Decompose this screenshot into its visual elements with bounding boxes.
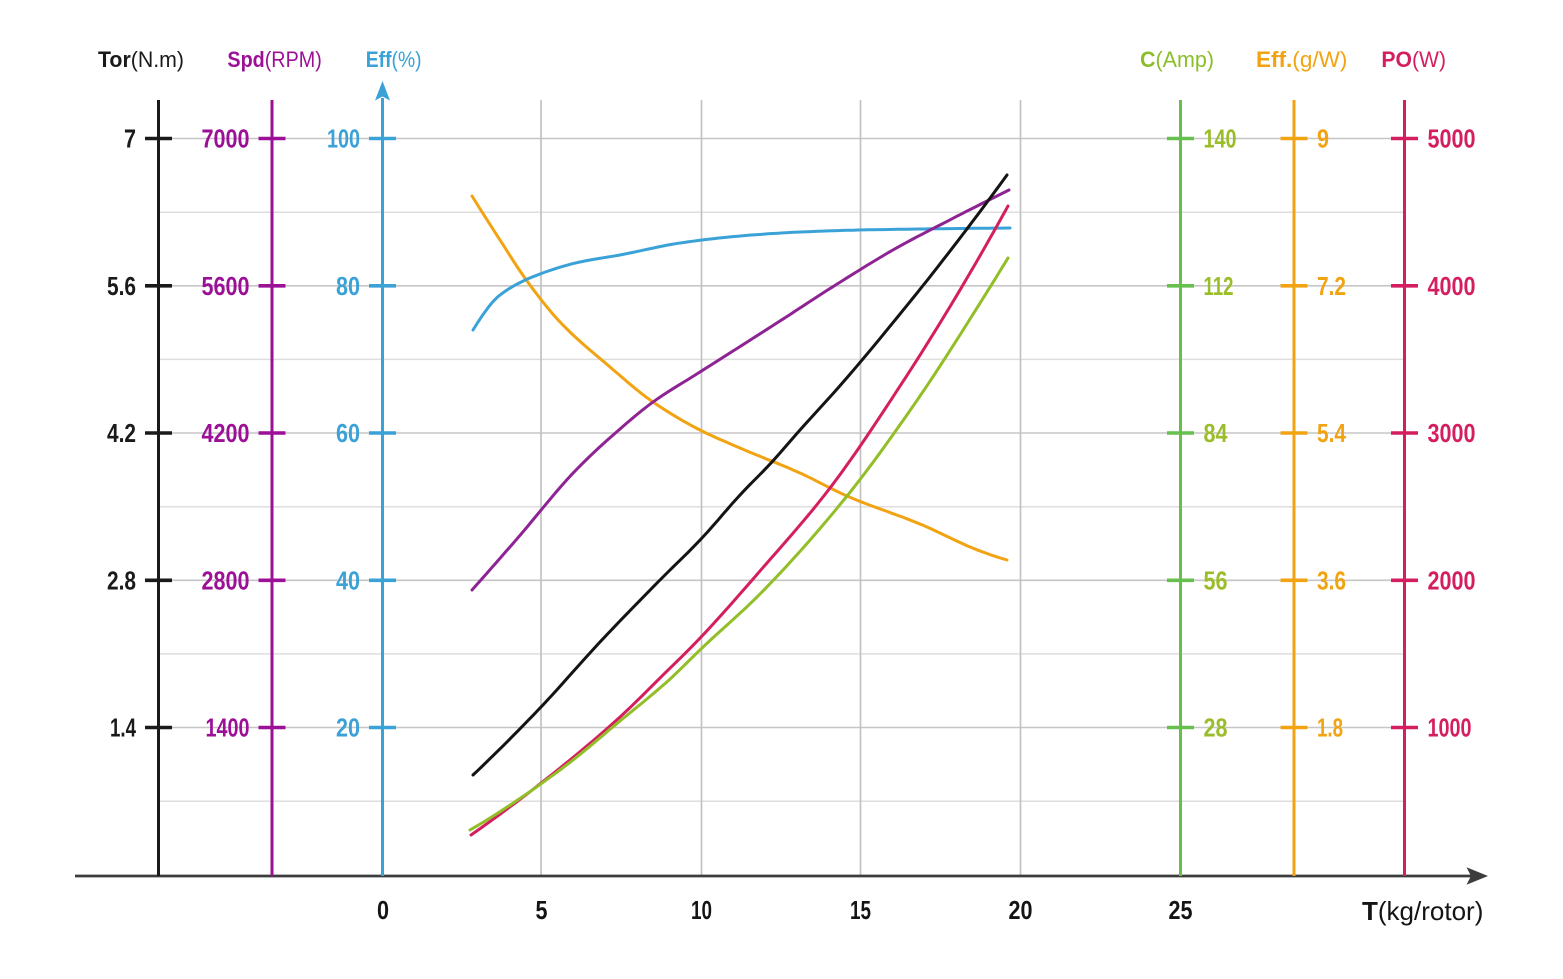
svg-text:5.4: 5.4	[1317, 418, 1346, 448]
svg-text:5000: 5000	[1428, 124, 1476, 154]
svg-text:3.6: 3.6	[1317, 565, 1346, 595]
svg-text:40: 40	[336, 565, 360, 595]
svg-text:9: 9	[1317, 124, 1329, 154]
svg-text:Eff(%): Eff(%)	[366, 47, 422, 72]
svg-text:5: 5	[536, 895, 548, 925]
svg-text:0: 0	[377, 895, 389, 925]
svg-text:1.8: 1.8	[1317, 713, 1343, 743]
svg-text:1400: 1400	[206, 713, 250, 743]
svg-text:4000: 4000	[1428, 271, 1476, 301]
svg-text:20: 20	[1009, 895, 1033, 925]
svg-text:112: 112	[1204, 271, 1234, 301]
svg-text:7: 7	[124, 124, 136, 154]
svg-text:28: 28	[1204, 713, 1228, 743]
svg-text:Tor(N.m): Tor(N.m)	[98, 47, 184, 72]
svg-text:4.2: 4.2	[107, 418, 136, 448]
svg-text:7000: 7000	[202, 124, 250, 154]
svg-text:Eff.(g/W): Eff.(g/W)	[1256, 47, 1347, 72]
svg-text:140: 140	[1204, 124, 1237, 154]
svg-text:5600: 5600	[202, 271, 250, 301]
svg-text:2.8: 2.8	[107, 565, 136, 595]
svg-text:15: 15	[850, 895, 871, 925]
svg-text:80: 80	[336, 271, 360, 301]
svg-text:C(Amp): C(Amp)	[1140, 47, 1214, 72]
svg-text:100: 100	[327, 124, 360, 154]
svg-text:84: 84	[1204, 418, 1228, 448]
svg-text:PO(W): PO(W)	[1381, 47, 1446, 72]
svg-text:20: 20	[336, 713, 360, 743]
svg-text:2000: 2000	[1428, 565, 1476, 595]
svg-text:5.6: 5.6	[107, 271, 136, 301]
svg-text:10: 10	[691, 895, 712, 925]
svg-text:60: 60	[336, 418, 360, 448]
svg-text:Spd(RPM): Spd(RPM)	[227, 47, 321, 72]
svg-text:2800: 2800	[202, 565, 250, 595]
svg-text:7.2: 7.2	[1317, 271, 1346, 301]
svg-text:3000: 3000	[1428, 418, 1476, 448]
svg-text:1.4: 1.4	[110, 713, 136, 743]
svg-text:25: 25	[1169, 895, 1193, 925]
svg-text:1000: 1000	[1428, 713, 1472, 743]
svg-text:T(kg/rotor): T(kg/rotor)	[1362, 896, 1483, 926]
svg-text:4200: 4200	[202, 418, 250, 448]
svg-text:56: 56	[1204, 565, 1228, 595]
